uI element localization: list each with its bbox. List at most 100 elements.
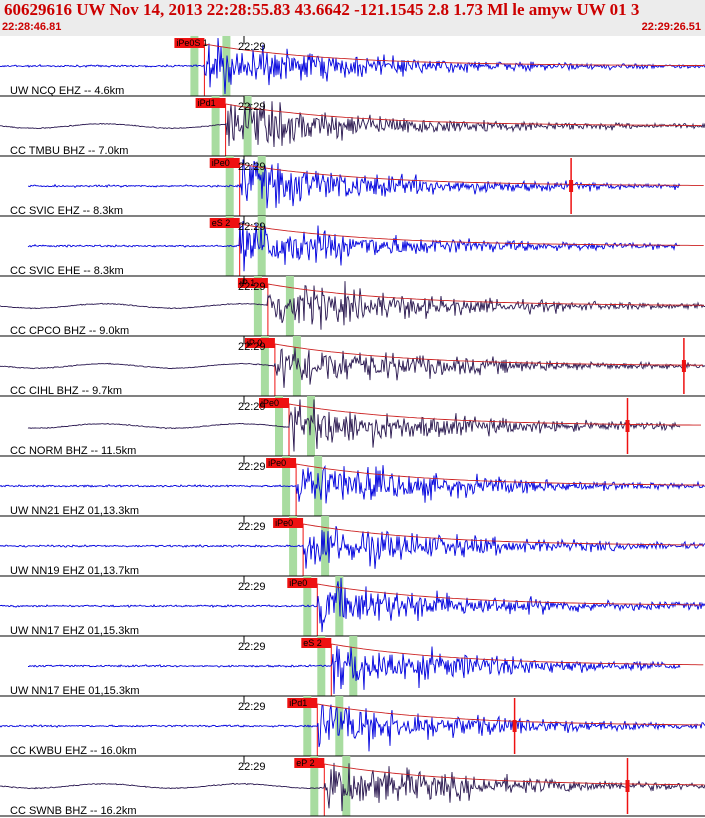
station-label: CC CIHL BHZ -- 9.7km bbox=[10, 385, 122, 397]
glitch-spike-body bbox=[569, 180, 574, 192]
waveform-trace bbox=[27, 399, 681, 452]
s-window-band bbox=[285, 276, 294, 336]
amplitude-decay-curve bbox=[303, 523, 704, 546]
phase-pick-box[interactable] bbox=[301, 638, 332, 648]
glitch-spike-body bbox=[625, 780, 630, 792]
amplitude-decay-curve bbox=[288, 403, 701, 426]
trace-row[interactable]: iPd1 22:29 CC KWBU EHZ -- 16.0km bbox=[0, 696, 705, 757]
phase-pick-box[interactable] bbox=[273, 518, 304, 528]
station-label: CC KWBU EHZ -- 16.0km bbox=[10, 745, 137, 757]
time-tick-label: 22:29 bbox=[238, 341, 266, 353]
station-label: CC NORM BHZ -- 11.5km bbox=[10, 445, 136, 457]
trace-row[interactable]: iP 022:29 CC CIHL BHZ -- 9.7km bbox=[0, 336, 705, 397]
time-tick-label: 22:29 bbox=[238, 641, 266, 653]
time-tick-label: 22:29 bbox=[238, 281, 266, 293]
p-window-band bbox=[190, 36, 199, 96]
amplitude-decay-curve bbox=[324, 763, 705, 786]
amplitude-decay-curve bbox=[317, 703, 702, 726]
trace-row[interactable]: iPe0S 1 22:29 UW NCQ EHZ -- 4.6km bbox=[0, 36, 705, 97]
time-tick-label: 22:29 bbox=[238, 401, 266, 413]
station-label: CC SVIC EHE -- 8.3km bbox=[10, 265, 124, 277]
trace-row[interactable]: iPe0 22:29 CC SVIC EHZ -- 8.3km bbox=[0, 156, 705, 217]
waveform-trace bbox=[27, 220, 681, 272]
amplitude-decay-curve bbox=[239, 163, 704, 186]
time-tick-label: 22:29 bbox=[238, 161, 266, 173]
waveform-trace bbox=[0, 704, 705, 752]
phase-pick-label: eS 2 bbox=[212, 218, 231, 228]
s-window-band bbox=[342, 756, 351, 816]
station-label: CC SVIC EHZ -- 8.3km bbox=[10, 205, 123, 217]
window-start-time: 22:28:46.81 bbox=[2, 21, 62, 33]
phase-pick-label: iPe0S 1 bbox=[176, 38, 208, 48]
amplitude-decay-curve bbox=[296, 463, 705, 486]
time-tick-label: 22:29 bbox=[238, 761, 266, 773]
trace-row[interactable]: iPd1 22:29 CC TMBU BHZ -- 7.0km bbox=[0, 96, 705, 157]
phase-pick-box[interactable] bbox=[237, 278, 268, 288]
phase-pick-label: iPe0 bbox=[212, 158, 230, 168]
phase-pick-label: iPd1 bbox=[289, 698, 307, 708]
glitch-spike-body bbox=[512, 720, 517, 732]
phase-pick-box[interactable] bbox=[266, 458, 297, 468]
p-window-band bbox=[211, 96, 220, 156]
amplitude-decay-curve bbox=[317, 583, 702, 606]
amplitude-decay-curve bbox=[204, 43, 705, 67]
waveform-trace bbox=[0, 281, 705, 330]
station-label: CC SWNB BHZ -- 16.2km bbox=[10, 805, 137, 817]
waveform-trace bbox=[28, 159, 681, 209]
trace-row[interactable]: eS 2 22:29 CC SVIC EHE -- 8.3km bbox=[0, 216, 705, 277]
phase-pick-box[interactable] bbox=[195, 98, 226, 108]
waveform-trace bbox=[0, 37, 705, 95]
p-window-band bbox=[310, 756, 319, 816]
record-header: 60629616 UW Nov 14, 2013 22:28:55.83 43.… bbox=[0, 0, 705, 36]
phase-pick-box[interactable] bbox=[244, 338, 275, 348]
time-tick-label: 22:29 bbox=[238, 41, 266, 53]
trace-row[interactable]: eP 2 22:29 CC SWNB BHZ -- 16.2km bbox=[0, 756, 705, 817]
time-tick-label: 22:29 bbox=[238, 581, 266, 593]
trace-row[interactable]: eS 2 22:29 UW NN17 EHE 01,15.3km bbox=[0, 636, 705, 697]
phase-pick-label: iPe0 bbox=[289, 578, 307, 588]
station-label: CC TMBU BHZ -- 7.0km bbox=[10, 145, 128, 157]
p-window-band bbox=[260, 336, 269, 396]
trace-row[interactable]: iP 122:29 CC CPCO BHZ -- 9.0km bbox=[0, 276, 705, 337]
phase-pick-box[interactable] bbox=[174, 38, 205, 48]
waveform-trace bbox=[28, 645, 681, 695]
phase-pick-box[interactable] bbox=[287, 578, 318, 588]
window-end-time: 22:29:26.51 bbox=[641, 21, 701, 33]
station-label: UW NN17 EHZ 01,15.3km bbox=[10, 625, 139, 637]
phase-pick-box[interactable] bbox=[294, 758, 325, 768]
trace-row[interactable]: iPe0 22:29 UW NN17 EHZ 01,15.3km bbox=[0, 576, 705, 637]
time-tick-label: 22:29 bbox=[238, 521, 266, 533]
phase-pick-label: iPe0 bbox=[275, 518, 293, 528]
phase-pick-box[interactable] bbox=[287, 698, 318, 708]
glitch-spike-body bbox=[681, 360, 686, 372]
time-tick-label: 22:29 bbox=[238, 701, 266, 713]
trace-row[interactable]: iPe0 22:29 UW NN19 EHZ 01,13.7km bbox=[0, 516, 705, 577]
amplitude-decay-curve bbox=[225, 103, 702, 126]
amplitude-decay-curve bbox=[331, 643, 704, 666]
s-window-band bbox=[243, 96, 252, 156]
phase-pick-label: iPe0 bbox=[268, 458, 286, 468]
waveform-trace bbox=[0, 101, 705, 148]
station-label: CC CPCO BHZ -- 9.0km bbox=[10, 325, 129, 337]
phase-pick-label: eP 2 bbox=[296, 758, 314, 768]
glitch-spike-body bbox=[625, 420, 630, 432]
waveform-trace bbox=[0, 762, 705, 812]
p-window-band bbox=[253, 276, 262, 336]
waveform-trace bbox=[0, 526, 705, 569]
waveform-trace bbox=[0, 347, 705, 388]
phase-pick-box[interactable] bbox=[259, 398, 289, 408]
waveform-trace bbox=[0, 577, 705, 633]
seismogram-panel: iPe0S 1 22:29 UW NCQ EHZ -- 4.6km iPd1 22:29… bbox=[0, 36, 705, 817]
station-label: UW NN17 EHE 01,15.3km bbox=[10, 685, 140, 697]
time-tick-label: 22:29 bbox=[238, 101, 266, 113]
event-title: 60629616 UW Nov 14, 2013 22:28:55.83 43.… bbox=[4, 0, 640, 19]
phase-pick-label: iPe0 bbox=[261, 398, 279, 408]
time-tick-label: 22:29 bbox=[238, 221, 266, 233]
phase-pick-box[interactable] bbox=[209, 218, 240, 228]
phase-pick-label: iPd1 bbox=[198, 98, 216, 108]
station-label: UW NN21 EHZ 01,13.3km bbox=[10, 505, 139, 517]
phase-pick-box[interactable] bbox=[209, 158, 240, 168]
s-window-band bbox=[349, 636, 358, 696]
